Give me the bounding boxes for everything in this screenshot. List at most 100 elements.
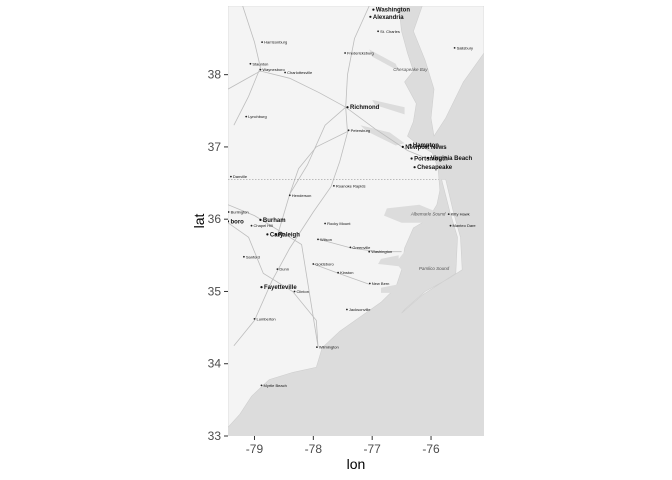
minor-city-label: Clinton: [297, 289, 309, 294]
road-4: [289, 130, 349, 195]
major-city-dot: [427, 156, 430, 159]
major-city-dot: [369, 15, 372, 18]
minor-city-dot: [284, 71, 286, 74]
minor-city-dot: [253, 318, 256, 320]
minor-city-label: New Bern: [372, 281, 390, 286]
minor-city-dot: [337, 271, 339, 274]
road-3: [233, 6, 261, 126]
minor-city-dot: [316, 346, 318, 348]
minor-city-label: Myrtle Beach: [264, 383, 287, 388]
minor-city-dot: [317, 238, 319, 241]
minor-city-label: Jacksonville: [349, 307, 371, 312]
water-label: Chesapeake Bay: [393, 67, 428, 72]
major-city-dot: [266, 233, 269, 236]
minor-city-dot: [449, 224, 452, 227]
road-5: [277, 106, 346, 234]
minor-city-label: Kinston: [340, 270, 353, 275]
minor-city-label: Salisbury: [457, 45, 473, 50]
minor-city-label: Dunn: [279, 267, 289, 272]
major-city-label: Cary: [270, 232, 284, 238]
y-tick-label: 34: [208, 357, 222, 371]
minor-city-label: Kitty Hawk: [451, 212, 470, 217]
major-city-label: Alexandria: [373, 15, 404, 21]
major-city-dot: [409, 143, 412, 146]
y-tick-label: 35: [208, 284, 222, 298]
minor-city-dot: [259, 68, 262, 71]
minor-city-dot: [324, 222, 326, 225]
minor-city-label: Staunton: [252, 61, 268, 66]
inland-water-1: [395, 244, 455, 281]
minor-city-dot: [261, 41, 263, 43]
minor-city-label: Danville: [233, 174, 248, 179]
major-city-label: Raleigh: [278, 232, 300, 238]
axes: -79 -78 -77 -76 33 34 35 36 37 38: [208, 68, 440, 456]
minor-city-label: Petersburg: [351, 128, 371, 133]
map-panel: Chesapeake Bay Albemarle Sound Pamlico Sou…: [228, 6, 484, 436]
minor-city-label: Rocky Mount: [327, 221, 351, 226]
y-tick-label: 38: [208, 68, 222, 82]
major-city-dot: [260, 286, 263, 289]
minor-city-dot: [245, 115, 248, 118]
minor-city-dot: [243, 255, 245, 258]
minor-city-dot: [368, 250, 371, 253]
minor-city-label: Washington: [371, 249, 392, 254]
major-city-label: boro: [231, 219, 245, 225]
minor-city-label: Wilson: [320, 237, 332, 242]
road-7: [313, 263, 370, 285]
x-tick-label: -77: [364, 442, 382, 456]
y-tick-label: 36: [208, 212, 222, 226]
y-tick-label: 37: [208, 140, 222, 154]
minor-city-dot: [368, 282, 371, 285]
major-city-label: Hampton: [413, 143, 439, 149]
major-city-label: Burham: [263, 218, 286, 224]
major-city-dot: [410, 157, 413, 160]
major-city-dot: [274, 233, 277, 236]
delmarva-peninsula: [413, 6, 484, 137]
minor-city-dot: [276, 268, 279, 270]
y-tick-label: 33: [208, 429, 222, 443]
road-0: [233, 6, 370, 346]
major-city-label: Washington: [376, 8, 410, 14]
minor-city-dot: [447, 213, 450, 216]
water-label: Albemarle Sound: [410, 212, 446, 217]
minor-city-label: Waynesboro: [262, 67, 285, 72]
major-city-label: Portsmouth: [414, 157, 448, 163]
major-city-dot: [228, 220, 230, 223]
major-city-label: Richmond: [350, 105, 380, 111]
outer-banks: [401, 179, 463, 314]
major-city-label: Fayetteville: [264, 285, 297, 291]
minor-city-label: Greenville: [352, 245, 371, 250]
minor-city-dot: [230, 175, 232, 178]
land-area: [228, 6, 441, 428]
x-tick-label: -78: [305, 442, 323, 456]
minor-city-dot: [346, 308, 348, 311]
x-tick-label: -79: [246, 442, 264, 456]
y-axis-title: lat: [191, 214, 207, 229]
minor-city-label: Wilmington: [319, 345, 339, 350]
major-city-label: Newport News: [405, 145, 447, 151]
road-1: [228, 204, 319, 347]
minor-city-dot: [347, 129, 350, 132]
minor-city-label: Charlottesville: [287, 70, 313, 75]
inland-water-4: [369, 49, 399, 71]
minor-city-dot: [249, 62, 252, 65]
minor-city-label: Burlington: [231, 210, 249, 215]
minor-city-dot: [293, 290, 296, 293]
minor-city-label: Lumberton: [257, 316, 276, 321]
minor-city-dot: [260, 384, 263, 387]
x-axis-title: lon: [347, 456, 366, 472]
inland-water-6: [360, 125, 405, 146]
minor-city-dot: [453, 47, 456, 49]
road-8: [228, 222, 319, 347]
minor-city-dot: [349, 246, 352, 249]
inland-water-0: [384, 204, 437, 223]
minor-city-label: Lynchburg: [248, 114, 267, 119]
major-city-dot: [259, 218, 262, 221]
minor-city-dot: [377, 30, 379, 33]
inland-water-2: [378, 255, 399, 267]
minor-city-label: Fredericksburg: [347, 51, 374, 56]
minor-city-label: St. Charles: [380, 29, 400, 34]
minor-city-label: Goldsboro: [315, 262, 334, 267]
minor-city-label: Sanford: [246, 254, 260, 259]
minor-city-label: Chapel Hill: [254, 223, 273, 228]
